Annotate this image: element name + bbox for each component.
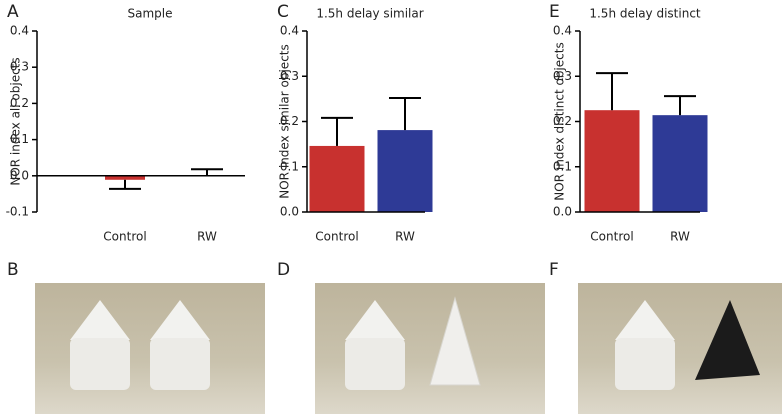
y-tick-label: 0.2 bbox=[280, 114, 299, 128]
panel-letter: C bbox=[277, 2, 289, 22]
bar bbox=[309, 145, 365, 212]
x-tick-label: Control bbox=[315, 230, 358, 244]
y-tick-label: 0.4 bbox=[10, 24, 29, 38]
x-tick-label: Control bbox=[590, 230, 633, 244]
y-axis-label: NOR index all objects bbox=[9, 57, 23, 185]
bar bbox=[377, 130, 433, 212]
photo-d bbox=[315, 283, 545, 414]
y-tick-label: 0.3 bbox=[10, 60, 29, 74]
panel-letter: E bbox=[549, 2, 560, 22]
panel-letter: F bbox=[549, 260, 559, 280]
y-tick-label: 0.1 bbox=[10, 132, 29, 146]
photo-b bbox=[35, 283, 265, 414]
y-axis-label: NOR index distinct objects bbox=[553, 42, 567, 200]
y-tick-label: 0.0 bbox=[280, 205, 299, 219]
y-tick-label: 0.3 bbox=[553, 69, 572, 83]
y-tick-label: 0.2 bbox=[10, 96, 29, 110]
bar bbox=[584, 110, 640, 212]
chart-title: Sample bbox=[128, 7, 173, 21]
y-tick-label: 0.4 bbox=[553, 24, 572, 38]
y-tick-label: 0.0 bbox=[10, 168, 29, 182]
chart-title: 1.5h delay distinct bbox=[589, 7, 701, 21]
panel-letter: A bbox=[7, 2, 19, 22]
y-tick-label: -0.1 bbox=[6, 205, 29, 219]
y-tick-label: 0.2 bbox=[553, 114, 572, 128]
x-tick-label: RW bbox=[395, 230, 415, 244]
chart-title: 1.5h delay similar bbox=[316, 7, 423, 21]
panel-letter: B bbox=[7, 260, 19, 280]
x-tick-label: RW bbox=[670, 230, 690, 244]
y-tick-label: 0.1 bbox=[280, 159, 299, 173]
y-tick-label: 0.1 bbox=[553, 159, 572, 173]
bar bbox=[105, 175, 145, 180]
y-tick-label: 0.3 bbox=[280, 69, 299, 83]
y-tick-label: 0.4 bbox=[280, 24, 299, 38]
photo-f bbox=[578, 283, 782, 414]
x-tick-label: RW bbox=[197, 230, 217, 244]
panel-letter: D bbox=[277, 260, 290, 280]
y-axis-label: NOR index similar objects bbox=[278, 44, 292, 199]
x-tick-label: Control bbox=[103, 230, 146, 244]
bar bbox=[652, 115, 708, 212]
y-tick-label: 0.0 bbox=[553, 205, 572, 219]
